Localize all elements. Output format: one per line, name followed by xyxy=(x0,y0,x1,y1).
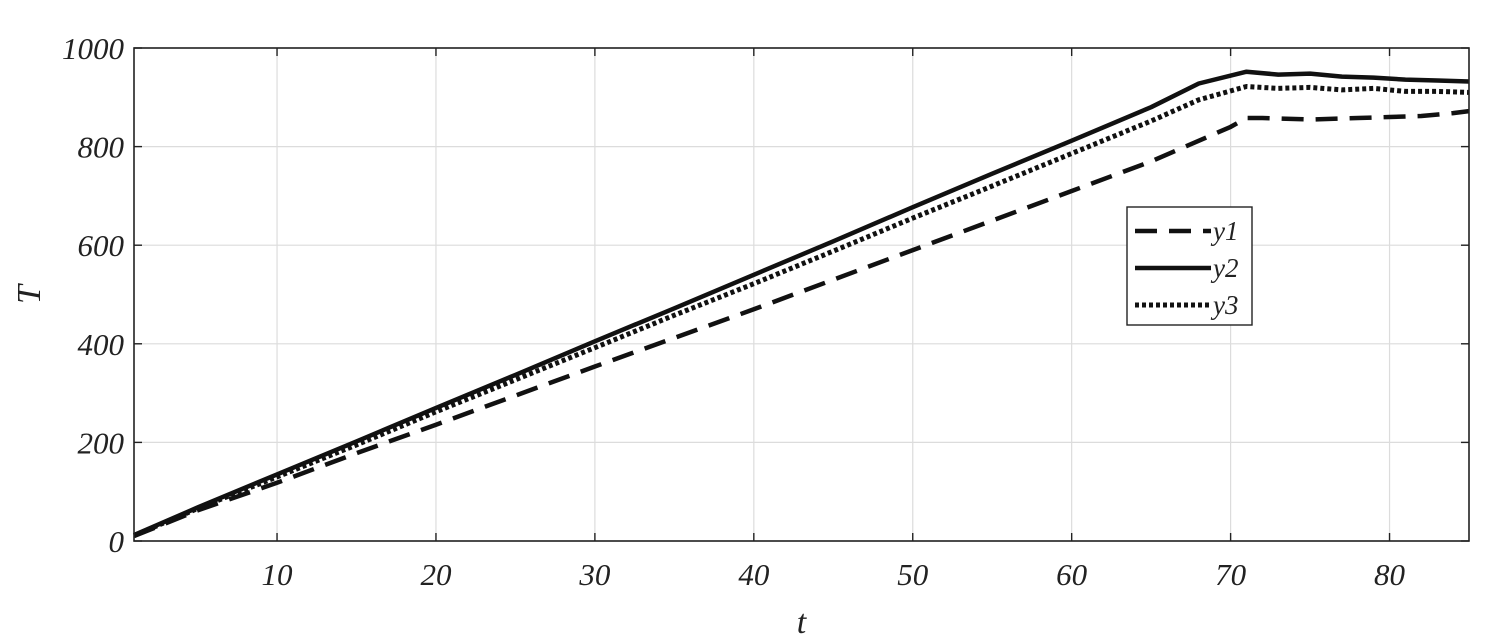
x-tick-labels: 10 20 30 40 50 60 70 80 xyxy=(262,48,1406,592)
x-tick-label: 50 xyxy=(897,557,929,592)
y-tick-label: 1000 xyxy=(62,31,125,66)
y-tick-label: 0 xyxy=(109,524,125,559)
y-axis-label: T xyxy=(11,283,48,304)
x-tick-label: 10 xyxy=(262,557,294,592)
legend-label-y1: y1 xyxy=(1210,216,1238,246)
series-line-y2 xyxy=(133,69,1470,538)
grid xyxy=(134,47,1469,542)
legend-label-y3: y3 xyxy=(1210,290,1238,320)
y-tick-label: 600 xyxy=(78,228,125,263)
series-lines xyxy=(133,69,1470,539)
x-tick-label: 60 xyxy=(1056,557,1088,592)
series-line-y3 xyxy=(133,84,1470,538)
legend: y1 y2 y3 xyxy=(1126,206,1253,326)
y-tick-label: 200 xyxy=(78,425,125,460)
x-tick-label: 40 xyxy=(738,557,770,592)
series-line-y1 xyxy=(133,108,1470,539)
x-tick-label: 30 xyxy=(578,557,611,592)
x-axis-label: t xyxy=(797,604,808,640)
x-tick-label: 70 xyxy=(1215,557,1247,592)
legend-label-y2: y2 xyxy=(1210,253,1238,283)
plot-frame xyxy=(133,47,1470,542)
y-tick-labels: 0 200 400 600 800 1000 xyxy=(62,31,1469,559)
x-tick-label: 80 xyxy=(1374,557,1406,592)
y-tick-label: 400 xyxy=(78,327,125,362)
x-tick-label: 20 xyxy=(420,557,452,592)
y-tick-label: 800 xyxy=(78,130,125,165)
